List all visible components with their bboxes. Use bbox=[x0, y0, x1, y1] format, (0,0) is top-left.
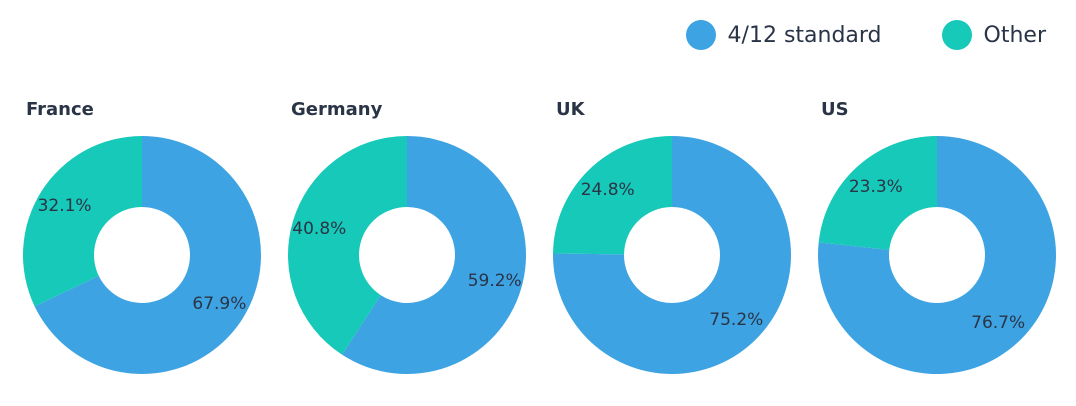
slice-uk-standard[interactable] bbox=[553, 136, 791, 374]
panel-title-uk: UK bbox=[556, 99, 585, 120]
legend-swatch-standard bbox=[685, 20, 716, 50]
slice-label-us-other: 23.3% bbox=[849, 177, 903, 197]
slice-label-germany-standard: 59.2% bbox=[468, 271, 522, 291]
donut-chart-us: 76.7% 23.3% bbox=[818, 136, 1056, 374]
slice-label-france-standard: 67.9% bbox=[192, 294, 246, 314]
legend-swatch-other bbox=[941, 20, 972, 50]
donut-panel-uk: UK 75.2% 24.8% bbox=[552, 95, 802, 395]
slice-us-standard[interactable] bbox=[818, 136, 1056, 374]
slice-france-standard[interactable] bbox=[34, 136, 261, 374]
panel-title-germany: Germany bbox=[291, 99, 383, 120]
slice-label-france-other: 32.1% bbox=[38, 196, 92, 216]
legend-item-standard[interactable]: 4/12 standard bbox=[685, 20, 882, 50]
legend-item-other[interactable]: Other bbox=[941, 20, 1046, 50]
slice-label-uk-other: 24.8% bbox=[581, 180, 635, 200]
donut-chart-france: 67.9% 32.1% bbox=[22, 136, 261, 374]
slice-uk-other[interactable] bbox=[553, 136, 672, 255]
donut-panel-france: France 67.9% 32.1% bbox=[22, 95, 272, 395]
slice-germany-standard[interactable] bbox=[341, 136, 526, 374]
donut-panel-us: US 76.7% 23.3% bbox=[817, 95, 1067, 395]
legend: 4/12 standard Other bbox=[685, 20, 1046, 50]
donut-chart-uk: 75.2% 24.8% bbox=[553, 136, 791, 374]
slice-us-other[interactable] bbox=[818, 136, 937, 250]
panel-title-us: US bbox=[821, 99, 849, 120]
slice-label-uk-standard: 75.2% bbox=[709, 310, 763, 330]
donut-panel-germany: Germany 59.2% 40.8% bbox=[287, 95, 537, 395]
legend-label-other: Other bbox=[983, 22, 1046, 48]
slice-label-us-standard: 76.7% bbox=[971, 313, 1025, 333]
slice-france-other[interactable] bbox=[22, 136, 142, 307]
panel-title-france: France bbox=[26, 99, 94, 120]
donut-chart-germany: 59.2% 40.8% bbox=[288, 136, 526, 374]
slice-label-germany-other: 40.8% bbox=[292, 219, 346, 239]
slice-germany-other[interactable] bbox=[288, 136, 407, 355]
legend-label-standard: 4/12 standard bbox=[727, 22, 882, 48]
